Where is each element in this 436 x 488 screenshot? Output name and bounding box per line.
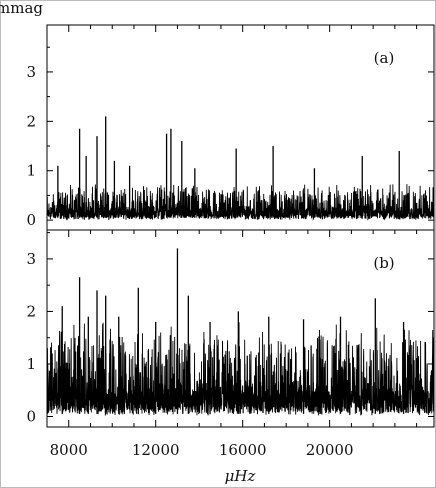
y-tick-label: 0 <box>26 211 36 229</box>
panel-label: (b) <box>373 254 394 272</box>
panel-b: 0 1 2 3 (b) <box>26 229 435 428</box>
panel-a: 0 1 2 3 (a) <box>26 24 435 231</box>
amplitude-trace <box>46 184 435 221</box>
y-tick-label: 3 <box>26 63 36 81</box>
y-tick-label: 3 <box>26 250 36 268</box>
y-tick-label: 1 <box>26 355 36 373</box>
panel-label: (a) <box>374 49 395 67</box>
x-tick-label: 16000 <box>219 441 267 459</box>
y-tick-label: 0 <box>26 407 36 425</box>
x-axis: 8000 12000 16000 20000 <box>46 25 418 459</box>
x-tick-label: 12000 <box>132 441 180 459</box>
x-tick-label: 8000 <box>50 441 88 459</box>
y-axis-label: mmag <box>0 0 43 17</box>
y-tick-label: 1 <box>26 162 36 180</box>
y-tick-label: 2 <box>26 112 36 130</box>
amplitude-trace <box>46 322 435 416</box>
panel-frame <box>46 229 435 428</box>
x-tick-label: 20000 <box>306 441 354 459</box>
y-tick-label: 2 <box>26 302 36 320</box>
x-axis-label: μHz <box>225 467 256 485</box>
